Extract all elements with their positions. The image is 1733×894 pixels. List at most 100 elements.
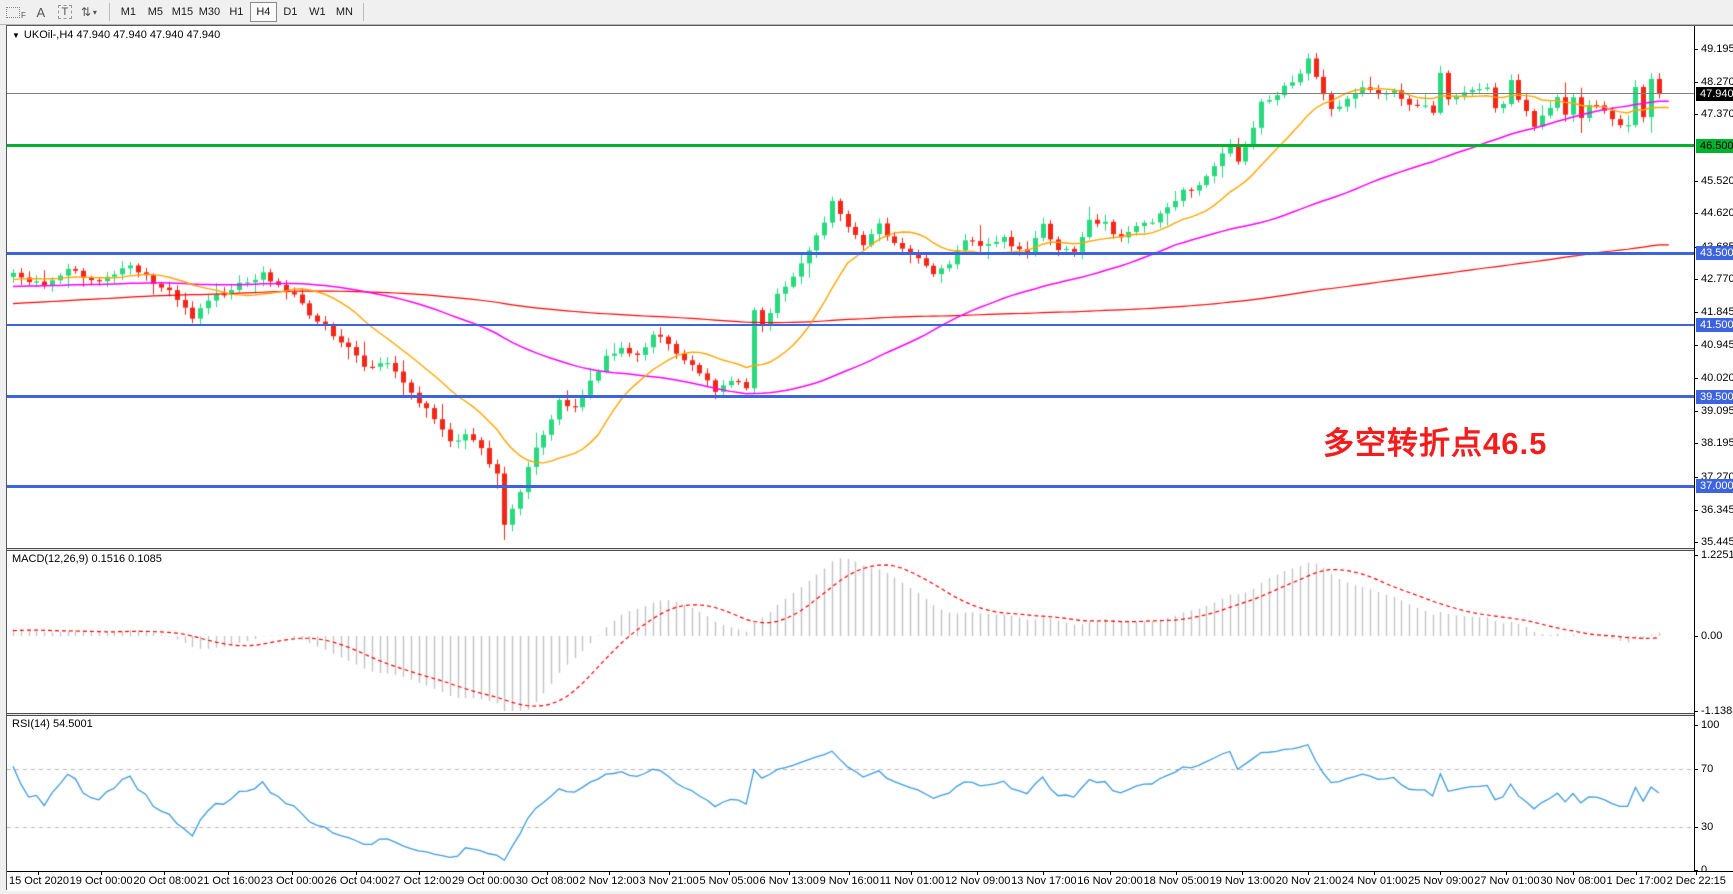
current-price-line[interactable] — [7, 93, 1694, 94]
timeframe-button-h4[interactable]: H4 — [249, 2, 277, 22]
panel-splitter-1[interactable] — [7, 548, 1733, 551]
timeframe-button-mn[interactable]: MN — [335, 6, 353, 18]
macd-axis-label: 1.2251 — [1695, 549, 1733, 561]
time-axis-label: 27 Nov 01:00 — [1474, 872, 1540, 891]
time-axis-label: 30 Nov 08:00 — [1540, 872, 1606, 891]
rsi-chart-canvas[interactable] — [7, 716, 1694, 871]
price-axis[interactable]: 49.19548.27047.37045.52044.62043.68542.7… — [1694, 26, 1733, 876]
price-badge-41-500: 41.500 — [1696, 318, 1733, 332]
rsi-axis-label: 30 — [1695, 821, 1733, 833]
timeframe-button-h1[interactable]: H1 — [229, 6, 244, 18]
hline-39-500[interactable] — [7, 395, 1694, 398]
time-axis-label: 18 Nov 05:00 — [1143, 872, 1209, 891]
time-axis-label: 30 Oct 08:00 — [516, 872, 579, 891]
price-badge-47-940: 47.940 — [1696, 87, 1733, 101]
price-axis-label: 40.945 — [1695, 339, 1733, 351]
hline-37-000[interactable] — [7, 485, 1694, 488]
rsi-panel: RSI(14) 54.5001 — [7, 716, 1733, 871]
arrange-arrows-glyph: ⇅ — [80, 5, 91, 19]
time-axis-label: 1 Dec 17:00 — [1607, 872, 1666, 891]
timeframe-button-w1[interactable]: W1 — [309, 6, 326, 18]
symbol-dropdown-icon[interactable]: ▼ — [12, 30, 20, 40]
rsi-axis-label: 100 — [1695, 719, 1733, 731]
timeframe-button-group: M1 M5 M15 M30 H1 H4 D1 W1 MN — [115, 0, 358, 24]
time-axis-label: 16 Nov 20:00 — [1077, 872, 1143, 891]
crosshair-grid-icon[interactable]: F — [6, 3, 26, 21]
price-badge-39-500: 39.500 — [1696, 390, 1733, 404]
timeframe-button-d1[interactable]: D1 — [283, 6, 298, 18]
time-axis-label: 25 Nov 09:00 — [1408, 872, 1474, 891]
time-axis-label: 20 Oct 08:00 — [133, 872, 196, 891]
macd-chart-canvas[interactable] — [7, 551, 1694, 713]
timeframe-button-m30[interactable]: M30 — [198, 6, 221, 18]
hline-41-500[interactable] — [7, 324, 1694, 326]
price-axis-label: 44.620 — [1695, 207, 1733, 219]
time-axis-label: 29 Oct 00:00 — [452, 872, 515, 891]
timeframe-button-m1[interactable]: M1 — [120, 6, 137, 18]
rsi-axis-label: 0 — [1695, 864, 1733, 876]
macd-panel: MACD(12,26,9) 0.1516 0.1085 — [7, 551, 1733, 713]
time-axis-label: 15 Oct 2020 — [9, 872, 69, 891]
macd-axis-label: -1.1383 — [1695, 705, 1733, 717]
price-badge-46-500: 46.500 — [1696, 139, 1733, 153]
price-badge-37-000: 37.000 — [1696, 479, 1733, 493]
time-axis-label: 19 Oct 00:00 — [70, 872, 133, 891]
dropdown-caret-icon: ▾ — [92, 7, 97, 17]
price-axis-label: 36.345 — [1695, 504, 1733, 516]
bottom-strip — [0, 890, 1733, 894]
time-axis-label: 6 Nov 13:00 — [760, 872, 819, 891]
price-panel: ▼ UKOil-,H4 47.940 47.940 47.940 47.940 … — [7, 26, 1733, 548]
crosshair-grid-glyph — [6, 6, 20, 18]
price-axis-label: 48.270 — [1695, 76, 1733, 88]
time-axis-label: 19 Nov 13:00 — [1210, 872, 1275, 891]
time-axis-label: 24 Nov 01:00 — [1342, 872, 1407, 891]
crosshair-grid-letter: F — [21, 10, 26, 20]
macd-label: MACD(12,26,9) 0.1516 0.1085 — [12, 553, 162, 565]
text-label-glyph: T — [57, 5, 73, 19]
time-axis-label: 9 Nov 16:00 — [820, 872, 879, 891]
time-axis-label: 2 Nov 12:00 — [579, 872, 639, 891]
price-axis-label: 47.370 — [1695, 108, 1733, 120]
price-axis-label: 42.770 — [1695, 273, 1733, 285]
price-badge-43-500: 43.500 — [1696, 246, 1733, 260]
toolbar-separator-2 — [362, 3, 364, 21]
time-axis-label: 2 Dec 22:15 — [1667, 872, 1726, 891]
timeframe-button-m5[interactable]: M5 — [147, 6, 164, 18]
time-axis-label: 23 Oct 00:00 — [261, 872, 324, 891]
turning-point-annotation: 多空转折点46.5 — [1323, 426, 1548, 461]
time-axis-label: 3 Nov 21:00 — [639, 872, 699, 891]
text-label-icon[interactable]: T — [56, 3, 74, 21]
timeframe-button-m15[interactable]: M15 — [171, 6, 194, 18]
time-axis[interactable]: 15 Oct 2020 19 Oct 00:00 20 Oct 08:00 21 Oc… — [7, 871, 1733, 891]
arrange-arrows-icon[interactable]: ⇅ ▾ — [80, 3, 98, 21]
time-axis-label: 11 Nov 01:00 — [880, 872, 944, 891]
symbol-ohlc-text: UKOil-,H4 47.940 47.940 47.940 47.940 — [23, 29, 221, 41]
time-axis-label: 5 Nov 05:00 — [700, 872, 759, 891]
price-axis-label: 39.095 — [1695, 405, 1733, 417]
macd-axis-label: 0.00 — [1695, 630, 1733, 642]
chart-window: ▼ UKOil-,H4 47.940 47.940 47.940 47.940 … — [6, 25, 1733, 891]
time-axis-label: 13 Nov 17:00 — [1011, 872, 1077, 891]
price-axis-label: 40.020 — [1695, 372, 1733, 384]
time-axis-label: 20 Nov 21:00 — [1276, 872, 1341, 891]
rsi-axis-label: 70 — [1695, 763, 1733, 775]
panel-splitter-2[interactable] — [7, 713, 1733, 716]
time-axis-label: 12 Nov 09:00 — [945, 872, 1010, 891]
price-axis-label: 38.195 — [1695, 437, 1733, 449]
toolbar-separator — [108, 3, 110, 21]
font-a-icon[interactable]: A — [36, 4, 46, 20]
hline-46-500[interactable] — [7, 144, 1694, 147]
time-axis-label: 26 Oct 04:00 — [325, 872, 388, 891]
top-toolbar: F A T ⇅ ▾ M1 M5 M15 M30 H1 H4 D1 W1 MN — [0, 0, 1733, 25]
time-axis-label: 27 Oct 12:00 — [388, 872, 451, 891]
rsi-label: RSI(14) 54.5001 — [12, 718, 93, 730]
hline-43-500[interactable] — [7, 252, 1694, 255]
symbol-ohlc-line: ▼ UKOil-,H4 47.940 47.940 47.940 47.940 — [12, 29, 220, 41]
price-axis-label: 41.845 — [1695, 306, 1733, 318]
main-chart-canvas[interactable] — [7, 26, 1694, 548]
toolbar-icon-group: F A T ⇅ ▾ — [0, 0, 104, 24]
price-axis-label: 49.195 — [1695, 43, 1733, 55]
price-axis-label: 35.445 — [1695, 536, 1733, 548]
time-axis-label: 21 Oct 16:00 — [197, 872, 260, 891]
price-axis-label: 45.520 — [1695, 175, 1733, 187]
